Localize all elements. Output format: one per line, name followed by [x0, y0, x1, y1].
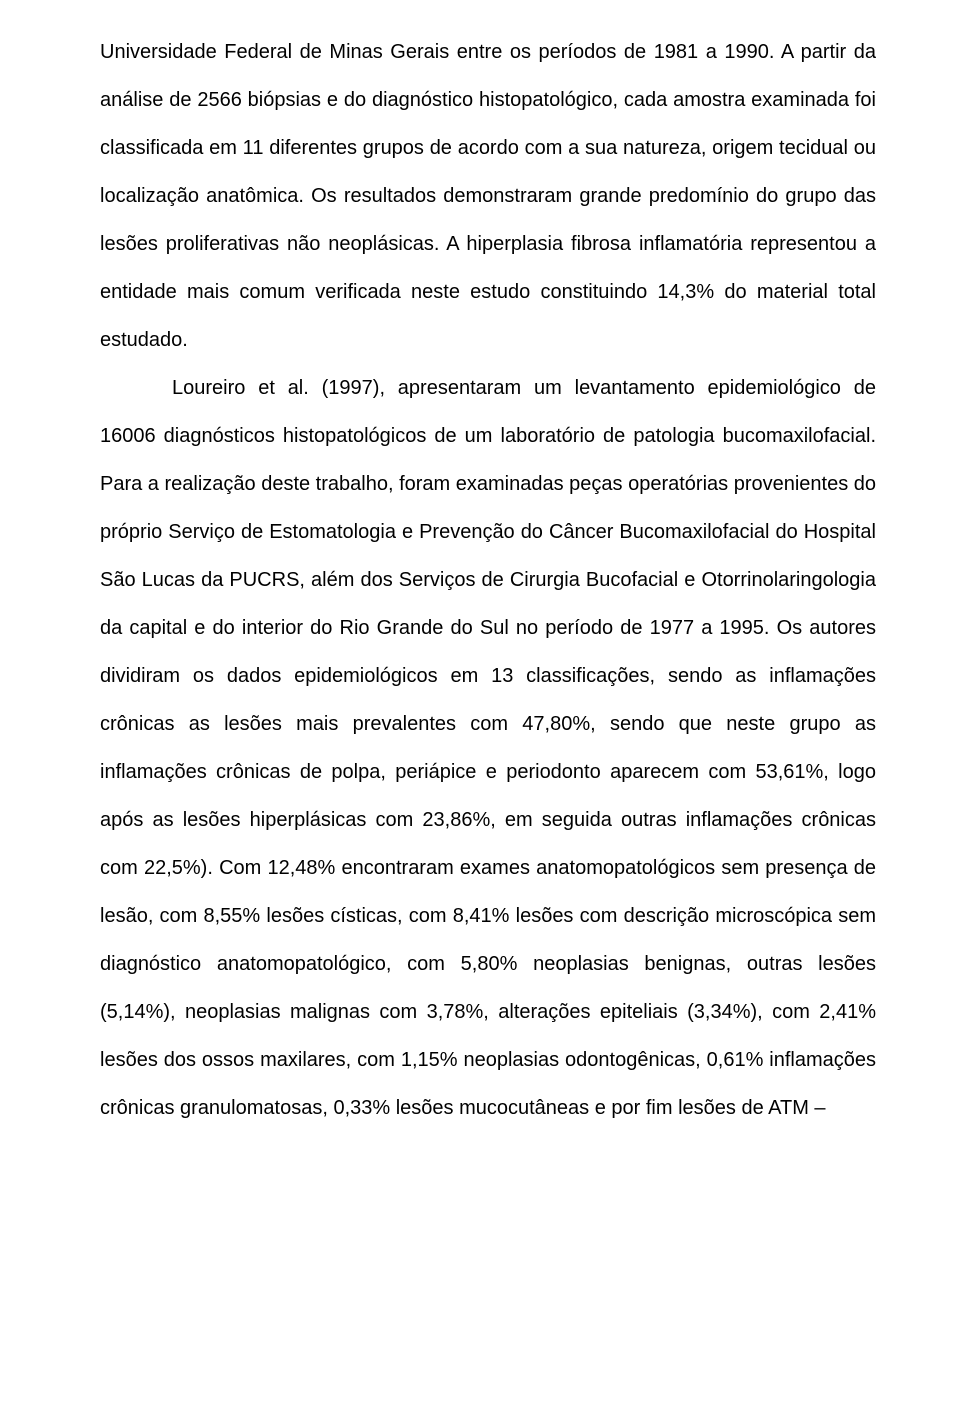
paragraph-2: Loureiro et al. (1997), apresentaram um … — [100, 364, 876, 1132]
paragraph-1: Universidade Federal de Minas Gerais ent… — [100, 28, 876, 364]
